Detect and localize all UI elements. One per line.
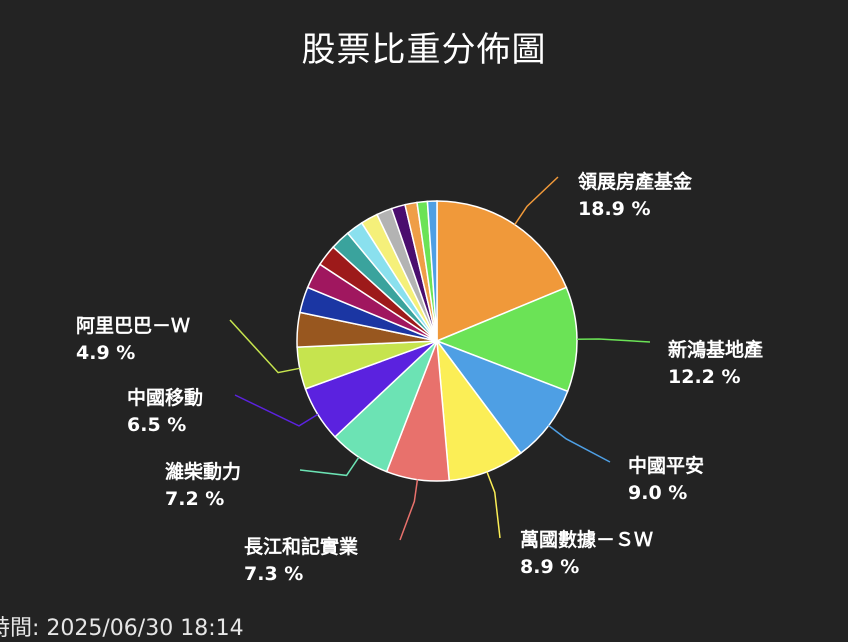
leader-line bbox=[576, 338, 651, 343]
chart-title: 股票比重分佈圖 bbox=[301, 30, 547, 70]
slice-percent: 7.2 % bbox=[165, 488, 224, 510]
slice-percent: 6.5 % bbox=[127, 414, 186, 436]
pie-slice bbox=[434, 286, 578, 393]
leader-line bbox=[299, 456, 360, 477]
pie-slice bbox=[436, 200, 568, 343]
slice-percent: 4.9 % bbox=[76, 342, 135, 364]
slice-label: 領展房產基金 bbox=[578, 170, 693, 193]
slice-label: 中國移動 bbox=[127, 386, 203, 409]
slice-percent: 18.9 % bbox=[578, 198, 651, 220]
pie-leader-lines bbox=[229, 176, 651, 541]
leader-line bbox=[399, 479, 419, 541]
slice-percent: 7.3 % bbox=[244, 563, 303, 585]
leader-line bbox=[234, 394, 319, 427]
slice-label: 中國平安 bbox=[628, 454, 704, 477]
footer-timestamp: 時間: 2025/06/30 18:14 bbox=[0, 616, 244, 641]
slice-percent: 9.0 % bbox=[628, 482, 687, 504]
slice-label: 濰柴動力 bbox=[165, 460, 241, 483]
slice-label: 新鴻基地產 bbox=[668, 338, 763, 361]
slice-label: 長江和記實業 bbox=[244, 535, 359, 558]
slice-label: 萬國數據－ＳＷ bbox=[520, 529, 653, 551]
pie-slices bbox=[296, 200, 578, 482]
pie-labels: 領展房產基金 18.9 % 新鴻基地產 12.2 % 中國平安 9.0 % 萬國數據－ＳＷ 8… bbox=[76, 170, 763, 585]
leader-line bbox=[229, 319, 300, 374]
leader-line bbox=[486, 471, 501, 539]
leader-line bbox=[548, 424, 611, 463]
slice-percent: 8.9 % bbox=[520, 556, 579, 578]
leader-line bbox=[514, 176, 559, 226]
slice-percent: 12.2 % bbox=[668, 366, 741, 388]
slice-label: 阿里巴巴－Ｗ bbox=[76, 315, 190, 337]
pie-slice bbox=[426, 200, 438, 342]
